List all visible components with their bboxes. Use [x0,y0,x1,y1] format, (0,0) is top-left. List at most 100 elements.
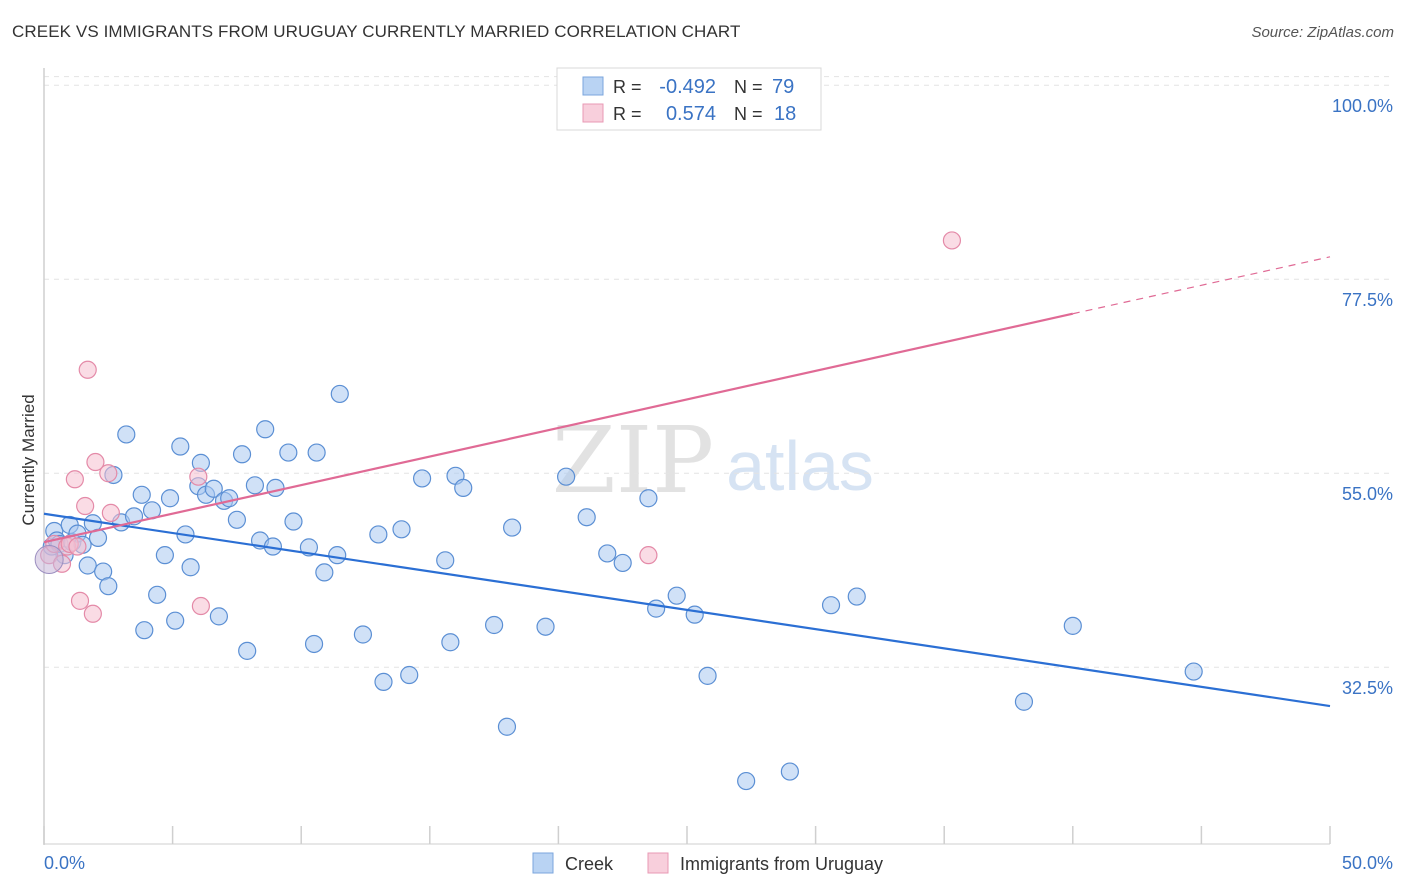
creek-point [99,577,118,596]
creek-point [148,585,167,604]
stats-r-value-uruguay: 0.574 [666,103,716,125]
creek-point [780,762,799,781]
creek-point [392,520,411,539]
creek-point [353,625,373,644]
legend-label-uruguay: Immigrants from Uruguay [680,854,883,874]
creek-point [821,596,841,615]
legend-label-creek: Creek [565,854,614,874]
stats-n-label-uruguay: N = [734,104,763,124]
creek-point [369,525,388,544]
y-axis-label: Currently Married [19,394,38,525]
stats-legend-swatch-creek [582,76,604,96]
creek-point [685,605,704,624]
stats-r-value-creek: -0.492 [659,76,716,98]
creek-point [284,512,303,531]
creek-point [647,599,666,618]
creek-point [155,546,174,565]
creek-point [315,563,334,582]
creek-point [181,558,200,577]
creek-point [227,510,246,529]
creek-point [497,717,517,736]
creek-point [412,469,432,488]
creek-point [454,478,473,498]
creek-point [256,420,275,439]
trend-lines [43,256,1331,708]
uruguay-point [639,546,658,565]
creek-point [441,633,460,652]
grid-lines [44,76,1393,668]
uruguay-trend-line [43,312,1074,544]
uruguay-point [86,452,105,472]
y-tick-label: 55.0% [1342,484,1393,504]
creek-point [503,518,522,537]
source-label: Source: ZipAtlas.com [1251,24,1394,41]
creek-point [232,445,252,464]
creek-point [209,607,228,626]
creek-point [577,508,596,527]
creek-point [117,425,136,444]
y-tick-label: 77.5% [1342,290,1393,310]
stats-legend-swatch-uruguay [582,103,604,123]
uruguay-point [76,496,95,516]
creek-point [613,553,632,573]
uruguay-point [65,470,84,489]
x-axis-ticks [43,826,1331,844]
creek-point [135,621,154,640]
uruguay-point [70,591,90,610]
uruguay-point [191,596,210,616]
creek-point [166,611,185,630]
creek-point [304,634,324,654]
chart-title: CREEK VS IMMIGRANTS FROM URUGUAY CURRENT… [12,22,741,41]
creek-point [328,546,347,565]
x-tick-label-min: 0.0% [44,853,85,873]
creek-point [737,771,756,791]
stats-r-label-uruguay: R = [613,104,642,124]
uruguay-point [99,464,118,483]
creek-point [598,544,617,563]
stats-n-value-uruguay: 18 [774,103,796,125]
creek-point [667,586,686,605]
creek-point [160,489,180,508]
uruguay-point [83,604,102,623]
scatter-points [34,231,1203,791]
creek-point [307,443,326,462]
stats-n-label-creek: N = [734,77,763,97]
creek-point [204,479,223,498]
creek-point [698,666,717,685]
creek-trend-line [43,512,1331,708]
creek-point [238,641,257,660]
creek-point [847,587,866,606]
creek-point [557,467,576,486]
creek-point [220,489,239,508]
creek-point [132,485,151,504]
uruguay-point [78,360,97,379]
creek-point [279,443,298,462]
uruguay-point [68,537,87,556]
stats-legend: R = -0.492 N = 79 R = 0.574 N = 18 [556,67,822,131]
creek-point [436,551,455,570]
creek-point [1184,662,1203,681]
creek-point [245,476,265,495]
creek-point [78,556,97,575]
creek-point [485,615,504,635]
stats-r-label-creek: R = [613,77,642,97]
watermark-zip: ZIP [552,407,714,514]
creek-point [1014,692,1034,711]
creek-point [171,437,190,456]
y-tick-label: 32.5% [1342,678,1393,698]
uruguay-point [942,231,962,250]
creek-point [266,478,285,498]
watermark-atlas: atlas [726,427,874,505]
x-tick-label-max: 50.0% [1342,853,1393,873]
creek-point [639,489,658,508]
creek-point [1063,616,1082,635]
y-tick-label: 100.0% [1332,96,1393,116]
legend-swatch-creek [532,852,554,874]
creek-point [330,384,349,404]
uruguay-point [101,503,120,523]
creek-point [536,617,555,636]
legend-swatch-uruguay [647,852,669,874]
cluster-point [34,544,64,574]
uruguay-point [189,467,208,486]
